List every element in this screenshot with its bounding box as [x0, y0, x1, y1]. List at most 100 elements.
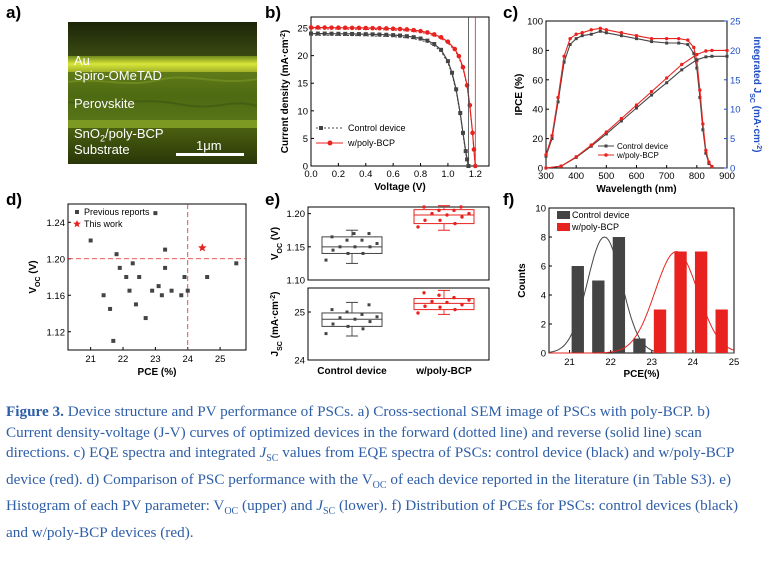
caption-symbol: VOC [361, 470, 387, 491]
box-point-control-jsc [345, 310, 349, 314]
eqe-marker-bcp [589, 143, 593, 147]
eqe-marker-bcp [704, 148, 708, 153]
jv-marker-bcp [363, 25, 369, 31]
hist-y-axis-label: Counts [517, 263, 528, 298]
scatter-point-previous [88, 238, 93, 243]
box-y-tick-label-voc: 1.20 [287, 209, 306, 220]
box-point-control-voc [360, 238, 364, 242]
box-point-control-jsc [375, 315, 379, 319]
jv-marker-control [391, 33, 396, 38]
eqe-marker-control [704, 55, 708, 59]
jv-marker-bcp [329, 25, 334, 30]
scatter-point-previous [117, 265, 122, 270]
scatter-legend-this-work: This work [84, 219, 123, 229]
eqe-chart: 300 400 500 600 700 800 9000204060801000510152… [514, 17, 763, 196]
box-iqr-voc [321, 236, 383, 254]
eqe-marker-control [556, 100, 560, 104]
scatter-x-tick-label: 24 [182, 354, 193, 365]
eqe-marker-bcp [692, 45, 696, 50]
jv-marker-control [350, 31, 355, 36]
jv-marker-bcp [431, 32, 437, 37]
box-point-control-jsc [324, 332, 328, 336]
eqe-x-tick-label: 800 [689, 171, 705, 182]
jv-marker-control [329, 31, 334, 36]
box-iqr-jsc [413, 298, 475, 311]
sem-scale-bar-label: 1μm [196, 138, 222, 153]
panel-label-e: e) [265, 190, 281, 209]
box-point-bcp-voc [422, 205, 426, 209]
eqe-marker-bcp [580, 31, 584, 35]
box-point-control-jsc [338, 316, 342, 320]
box-point-bcp-jsc [438, 305, 442, 309]
sem-texture [68, 22, 257, 164]
box-point-bcp-jsc [430, 299, 434, 304]
eqe-marker-bcp [701, 122, 705, 126]
eqe-marker-control [580, 34, 584, 38]
eqe-marker-bcp [695, 52, 699, 57]
caption-symbol: JSC [316, 497, 336, 518]
jv-x-tick-label: 1.2 [469, 169, 482, 180]
jv-marker-control [343, 31, 348, 36]
jv-marker-bcp [308, 25, 314, 30]
box-point-control-voc [324, 258, 328, 262]
jv-marker-control [309, 31, 313, 36]
box-point-bcp-voc [416, 225, 420, 229]
eqe-marker-bcp [649, 36, 654, 41]
box-point-control-voc [345, 238, 349, 242]
jv-marker-bcp [390, 26, 396, 31]
box-point-control-jsc [368, 320, 372, 324]
eqe-marker-bcp [710, 48, 714, 53]
scatter-point-previous [153, 211, 158, 216]
eqe-y-tick-label: 0 [538, 164, 543, 175]
eqe-y2-tick-label: 0 [730, 164, 735, 175]
eqe-marker-control [598, 29, 602, 33]
eqe-marker-control [568, 43, 572, 47]
eqe-marker-control [698, 95, 702, 99]
eqe-marker-bcp [707, 160, 711, 164]
box-point-bcp-voc [460, 215, 464, 219]
jv-marker-control [450, 70, 455, 75]
box-y-axis-close-jsc: ) [270, 292, 281, 295]
eqe-y-tick-label: 80 [532, 46, 543, 57]
scatter-point-previous [108, 306, 113, 311]
box-x-label-control: Control device [317, 366, 387, 377]
hist-bar-bcp [653, 309, 667, 353]
box-point-bcp-voc [430, 211, 434, 216]
box-point-control-voc [367, 232, 371, 236]
eqe-y2-axis-close: ) [751, 149, 762, 152]
box-y-axis-exponent-jsc: -2 [270, 295, 277, 301]
box-point-control-voc [331, 248, 335, 252]
scatter-point-previous [179, 293, 184, 298]
box-point-control-voc [353, 245, 357, 249]
jv-marker-control [322, 31, 327, 36]
scatter-point-this-work [198, 243, 207, 252]
jv-marker-bcp [397, 26, 403, 32]
jv-marker-control [432, 42, 437, 47]
eqe-marker-bcp [634, 103, 639, 107]
box-point-control-voc [361, 251, 365, 255]
scatter-point-previous [159, 293, 164, 298]
eqe-x-tick-label: 400 [568, 171, 584, 182]
scatter-point-previous [163, 265, 168, 270]
box-y-axis-unit-voc: (V) [270, 227, 281, 243]
box-point-control-jsc [360, 312, 364, 316]
eqe-marker-bcp [664, 36, 669, 41]
jv-marker-bcp [377, 25, 382, 31]
box-point-bcp-jsc [460, 303, 464, 307]
box-point-bcp-voc [459, 205, 463, 209]
hist-bar-control [612, 237, 626, 353]
jv-marker-bcp [370, 25, 375, 31]
jv-marker-control [439, 47, 444, 52]
eqe-marker-control [650, 93, 654, 97]
caption-symbol: JSC [259, 444, 279, 465]
box-point-bcp-jsc [437, 293, 441, 297]
box-point-bcp-jsc [452, 295, 456, 300]
box-point-bcp-jsc [467, 298, 471, 302]
jv-marker-control [356, 32, 361, 37]
eqe-x-tick-label: 700 [659, 171, 675, 182]
box-point-control-jsc [331, 322, 335, 326]
box-y-tick-label-voc: 1.15 [287, 242, 306, 253]
jv-marker-bcp [425, 30, 430, 35]
eqe-y-axis-label: IPCE (%) [514, 74, 525, 116]
eqe-y-tick-label: 100 [527, 17, 543, 28]
